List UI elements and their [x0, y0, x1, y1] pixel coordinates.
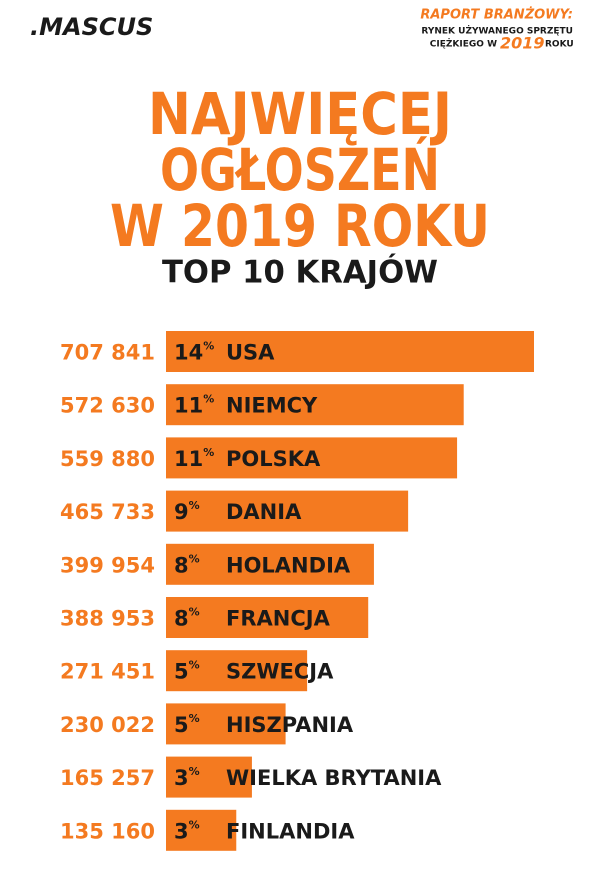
category-label: HISZPANIA — [226, 713, 354, 737]
share-label: 9% — [174, 499, 200, 524]
bar — [166, 703, 286, 745]
chart-subtitle: TOP 10 KRAJÓW — [162, 254, 438, 291]
chart-title: NAJWIĘCEJ — [148, 80, 452, 148]
bar — [166, 543, 374, 585]
category-label: SZWECJA — [226, 660, 334, 684]
value-label: 271 451 — [60, 660, 155, 684]
bar — [166, 597, 369, 638]
value-label: 707 841 — [60, 341, 155, 365]
report-line: RYNEK UŻYWANEGO SPRZĘTU — [421, 26, 573, 37]
category-label: WIELKA BRYTANIA — [226, 766, 442, 790]
bar — [166, 490, 409, 532]
share-label: 8% — [174, 552, 200, 577]
share-label: 8% — [174, 606, 200, 631]
report-title: RAPORT BRANŻOWY: — [420, 7, 573, 23]
bar — [166, 384, 464, 426]
value-label: 135 160 — [60, 819, 155, 843]
category-label: POLSKA — [226, 447, 321, 471]
value-label: 388 953 — [60, 607, 155, 631]
category-label: NIEMCY — [226, 394, 318, 418]
value-label: 465 733 — [60, 500, 155, 524]
bar — [166, 331, 534, 372]
category-label: FRANCJA — [226, 607, 331, 631]
category-label: HOLANDIA — [226, 553, 351, 577]
value-label: 165 257 — [60, 766, 155, 790]
share-label: 3% — [174, 818, 200, 843]
bar — [166, 437, 458, 479]
chart-title: W 2019 ROKU — [110, 192, 490, 260]
value-label: 399 954 — [60, 553, 155, 577]
bar — [166, 650, 308, 692]
value-label: 559 880 — [60, 447, 155, 471]
report-line: ROKU — [545, 40, 574, 50]
report-year: 2019 — [500, 34, 545, 53]
value-label: 572 630 — [60, 394, 155, 418]
value-label: 230 022 — [60, 713, 155, 737]
category-label: USA — [226, 341, 275, 365]
bar — [166, 756, 252, 798]
category-label: DANIA — [226, 500, 302, 524]
share-label: 5% — [174, 712, 200, 737]
bar — [166, 809, 237, 851]
report-line: CIĘŻKIEGO W — [430, 39, 497, 50]
chart-title: OGŁOSZEŃ — [160, 135, 440, 204]
logo: .MASCUS — [30, 13, 153, 41]
category-label: FINLANDIA — [226, 819, 355, 843]
